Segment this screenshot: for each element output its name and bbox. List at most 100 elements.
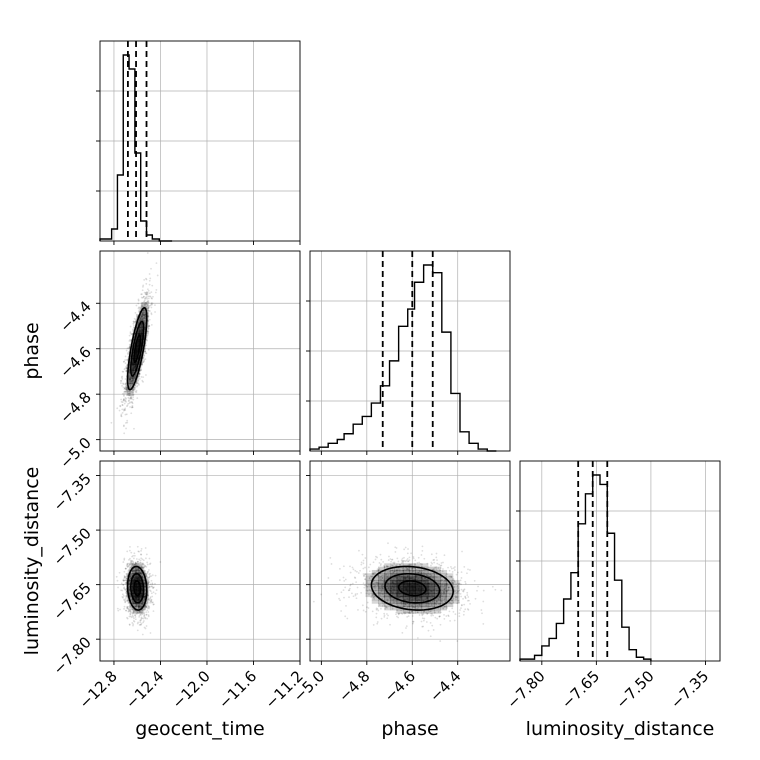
sample-point <box>355 597 358 600</box>
sample-point <box>124 567 127 570</box>
sample-point <box>137 571 140 574</box>
sample-point <box>151 595 154 598</box>
sample-point <box>135 604 138 606</box>
sample-point <box>360 563 363 566</box>
sample-point <box>383 564 385 567</box>
sample-point <box>401 567 404 570</box>
x-tick-label: −4.6 <box>381 667 419 705</box>
density-cell <box>133 563 136 568</box>
sample-point <box>148 325 151 327</box>
sample-point <box>122 382 124 385</box>
sample-point <box>355 581 358 584</box>
sample-point <box>125 609 127 612</box>
sample-point <box>137 604 140 606</box>
sample-point <box>145 374 147 376</box>
sample-point <box>133 617 135 620</box>
density-cell <box>440 593 448 598</box>
sample-point <box>453 579 456 582</box>
sample-point <box>134 618 137 621</box>
sample-point <box>360 561 363 564</box>
sample-point <box>432 568 435 571</box>
sample-point <box>124 362 127 365</box>
sample-point <box>127 609 130 612</box>
sample-point <box>445 593 447 596</box>
sample-point <box>139 315 142 318</box>
sample-point <box>142 284 145 287</box>
sample-point <box>368 593 370 596</box>
sample-point <box>134 320 136 323</box>
sample-point <box>380 590 383 593</box>
density-cell <box>396 596 404 601</box>
sample-point <box>462 597 464 600</box>
sample-point <box>146 288 149 291</box>
sample-point <box>140 571 142 573</box>
density-cell <box>427 573 435 578</box>
sample-point <box>443 584 446 587</box>
sample-point <box>446 607 448 610</box>
density-cell <box>427 579 435 584</box>
sample-point <box>128 592 131 595</box>
sample-point <box>386 606 388 609</box>
density-cell <box>415 566 423 571</box>
sample-point <box>142 310 145 312</box>
sample-point <box>348 589 351 591</box>
sample-point <box>435 603 438 606</box>
sample-point <box>371 573 374 576</box>
sample-point <box>494 588 497 591</box>
density-cell <box>427 583 435 588</box>
sample-point <box>145 344 148 347</box>
sample-point <box>122 595 125 597</box>
sample-point <box>422 571 425 574</box>
sample-point <box>400 612 403 615</box>
density-cell <box>140 320 143 328</box>
sample-point <box>141 600 144 603</box>
density-cell <box>129 376 132 384</box>
sample-point <box>123 575 126 577</box>
sample-point <box>451 599 454 602</box>
sample-point <box>129 593 131 596</box>
sample-point <box>428 605 431 608</box>
sample-point <box>430 564 432 567</box>
sample-point <box>386 617 389 620</box>
sample-point <box>389 623 391 626</box>
density-cell <box>129 593 132 598</box>
sample-point <box>148 309 150 312</box>
density-cell <box>371 579 379 584</box>
sample-point <box>381 583 384 586</box>
sample-point <box>145 293 148 296</box>
panel-frame <box>309 460 511 662</box>
sample-point <box>147 570 150 573</box>
sample-point <box>147 333 150 335</box>
sample-point <box>133 568 136 571</box>
density-cell <box>143 308 146 315</box>
sample-point <box>393 601 396 603</box>
sample-point <box>131 405 134 407</box>
sample-point <box>144 627 147 630</box>
sample-point <box>138 550 140 553</box>
sample-point <box>142 311 145 314</box>
sample-point <box>138 373 141 375</box>
sample-point <box>142 559 145 562</box>
sample-point <box>348 587 351 590</box>
sample-point <box>122 579 125 582</box>
sample-point <box>347 589 350 592</box>
sample-point <box>438 615 441 618</box>
sample-point <box>409 612 412 614</box>
sample-point <box>391 573 393 575</box>
sample-point <box>143 585 146 588</box>
sample-point <box>119 379 122 382</box>
sample-point <box>149 596 152 599</box>
sample-point <box>400 602 403 604</box>
density-cell <box>127 586 130 591</box>
density-cell <box>384 569 391 574</box>
sample-point <box>148 585 151 588</box>
sample-point <box>144 316 147 319</box>
sample-point <box>127 390 129 393</box>
sample-point <box>152 610 155 613</box>
sample-point <box>131 379 134 382</box>
sample-point <box>134 318 137 321</box>
sample-point <box>131 555 133 558</box>
sample-point <box>126 617 129 620</box>
sample-point <box>117 609 120 612</box>
sample-point <box>461 550 463 553</box>
